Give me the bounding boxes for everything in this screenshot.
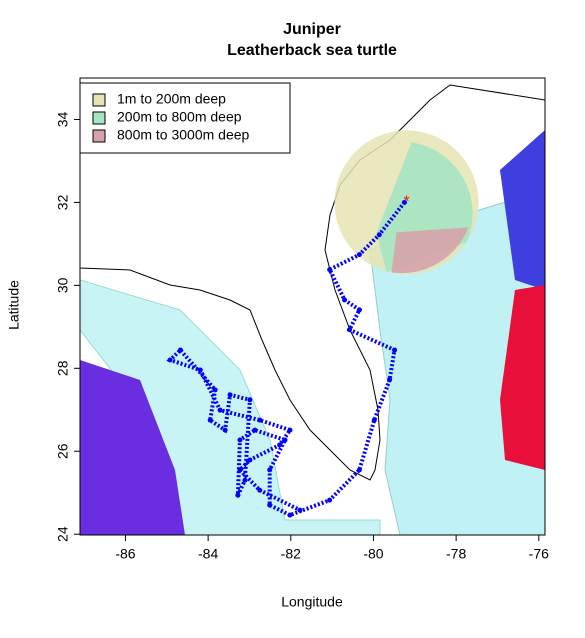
track-point [346,327,352,333]
track-point [212,387,218,393]
legend [79,82,291,154]
track-point [327,497,333,503]
track-point [177,347,183,353]
track-point [237,437,243,443]
x-tick-label: -82 [281,546,301,562]
track-point [247,397,253,403]
x-tick-label: -80 [363,546,383,562]
y-tick-label: 32 [55,194,71,210]
track-point [227,392,233,398]
y-axis-label: Latitude [6,280,22,330]
legend-swatch [92,93,106,107]
track-point [356,307,362,313]
x-tick-label: -84 [198,546,218,562]
track-point [222,427,228,433]
y-tick-label: 28 [55,360,71,376]
track-point [237,467,243,473]
x-tick-label: -78 [446,546,466,562]
track-point [342,297,348,303]
y-tick-label: 30 [55,277,71,293]
legend-swatch [92,111,106,125]
legend-swatch [92,129,106,143]
track-point [267,467,273,473]
track-point [356,252,362,258]
track-point [235,492,241,498]
track-point [257,417,263,423]
basemap [80,78,545,535]
track-point [356,467,362,473]
track-point [277,442,283,448]
legend-label: 800m to 3000m deep [117,127,250,143]
track-point [267,502,273,508]
track-point [247,457,253,463]
track-point [252,427,258,433]
chart-subtitle: Leatherback sea turtle [227,42,397,59]
track-point [387,377,393,383]
track-point [282,437,288,443]
depth-zone [391,227,469,274]
legend-label: 1m to 200m deep [117,91,226,107]
legend-label: 200m to 800m deep [117,109,242,125]
x-axis-label: Longitude [281,594,343,610]
x-tick-label: -76 [529,546,549,562]
track-point [376,232,382,238]
track-point [287,512,293,518]
track-point [242,477,248,483]
track-point [257,487,263,493]
track-point [392,347,398,353]
chart-title: Juniper [283,21,341,38]
y-tick-label: 24 [55,526,71,542]
track-point [197,367,203,373]
track-point [297,507,303,513]
track-point [327,267,333,273]
plot-frame [79,77,546,536]
track-point [217,407,223,413]
track-point [167,357,173,363]
track-point [287,427,293,433]
start-marker: * [403,194,409,211]
y-tick-label: 34 [55,111,71,127]
track-line [166,201,407,518]
track-point [401,199,407,205]
track-point [371,417,377,423]
y-tick-label: 26 [55,443,71,459]
track-point [207,417,213,423]
x-tick-label: -86 [115,546,135,562]
